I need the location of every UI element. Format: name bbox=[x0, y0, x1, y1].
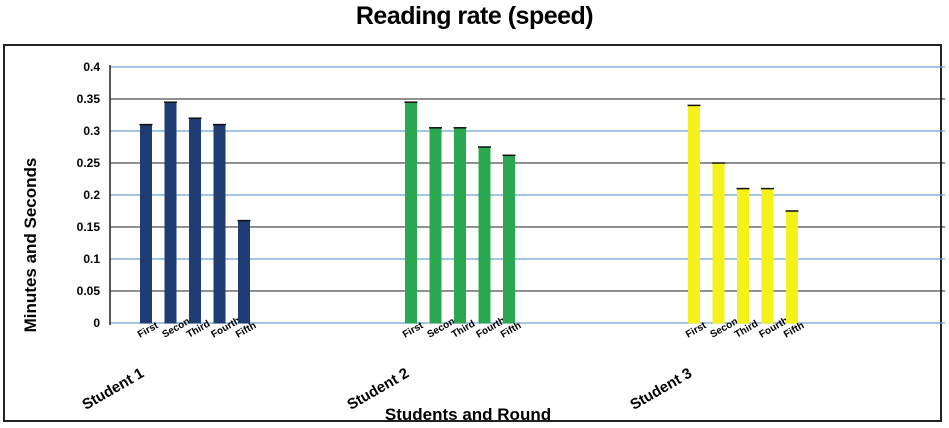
chart-title: Reading rate (speed) bbox=[355, 2, 594, 30]
bar bbox=[213, 124, 226, 324]
y-tick-label: 0.4 bbox=[83, 60, 100, 74]
y-tick-label: 0 bbox=[93, 316, 100, 330]
y-tick-label: 0.3 bbox=[83, 124, 100, 138]
y-tick-label: 0.15 bbox=[77, 220, 101, 234]
bar bbox=[737, 188, 749, 324]
group-label: Student 3 bbox=[627, 365, 695, 414]
bar bbox=[405, 101, 417, 324]
x-axis-label: Students and Round bbox=[385, 405, 551, 424]
bar bbox=[478, 146, 491, 324]
bar bbox=[786, 210, 798, 324]
bar bbox=[429, 127, 442, 324]
bar bbox=[454, 127, 466, 324]
bar bbox=[712, 162, 725, 324]
chart-frame bbox=[3, 44, 942, 422]
y-axis-label: Minutes and Seconds bbox=[21, 158, 40, 333]
bar bbox=[164, 101, 177, 324]
group-label: Student 1 bbox=[79, 365, 147, 414]
y-tick-label: 0.2 bbox=[83, 188, 100, 202]
bar bbox=[238, 220, 250, 324]
bar bbox=[761, 188, 774, 324]
bar bbox=[688, 104, 700, 324]
y-tick-label: 0.25 bbox=[77, 156, 101, 170]
bar bbox=[189, 117, 201, 324]
y-tick-label: 0.35 bbox=[77, 92, 101, 106]
bar bbox=[140, 124, 152, 324]
bar bbox=[503, 154, 515, 324]
y-tick-label: 0.1 bbox=[83, 252, 100, 266]
y-tick-label: 0.05 bbox=[77, 284, 101, 298]
